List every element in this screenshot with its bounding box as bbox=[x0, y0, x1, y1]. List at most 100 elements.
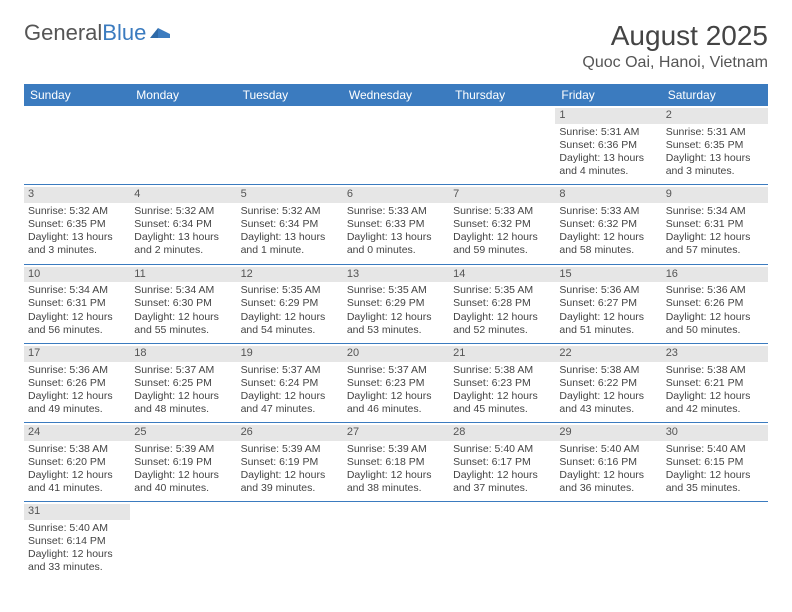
sunset-text: Sunset: 6:36 PM bbox=[559, 139, 657, 152]
daylight-text: Daylight: 12 hours and 40 minutes. bbox=[134, 469, 232, 495]
calendar-day-cell: 12Sunrise: 5:35 AMSunset: 6:29 PMDayligh… bbox=[237, 264, 343, 343]
calendar-day-cell: 27Sunrise: 5:39 AMSunset: 6:18 PMDayligh… bbox=[343, 423, 449, 502]
day-number: 24 bbox=[24, 425, 130, 441]
daylight-text: Daylight: 12 hours and 42 minutes. bbox=[666, 390, 764, 416]
daylight-text: Daylight: 13 hours and 3 minutes. bbox=[666, 152, 764, 178]
calendar-day-cell: 16Sunrise: 5:36 AMSunset: 6:26 PMDayligh… bbox=[662, 264, 768, 343]
calendar-week-row: 3Sunrise: 5:32 AMSunset: 6:35 PMDaylight… bbox=[24, 185, 768, 264]
calendar-day-cell bbox=[237, 502, 343, 581]
day-number: 28 bbox=[449, 425, 555, 441]
sunrise-text: Sunrise: 5:38 AM bbox=[559, 364, 657, 377]
calendar-body: 1Sunrise: 5:31 AMSunset: 6:36 PMDaylight… bbox=[24, 106, 768, 581]
day-number: 22 bbox=[555, 346, 661, 362]
daylight-text: Daylight: 12 hours and 49 minutes. bbox=[28, 390, 126, 416]
calendar-day-cell: 31Sunrise: 5:40 AMSunset: 6:14 PMDayligh… bbox=[24, 502, 130, 581]
calendar-week-row: 31Sunrise: 5:40 AMSunset: 6:14 PMDayligh… bbox=[24, 502, 768, 581]
sunrise-text: Sunrise: 5:32 AM bbox=[28, 205, 126, 218]
daylight-text: Daylight: 13 hours and 4 minutes. bbox=[559, 152, 657, 178]
header: GeneralBlue August 2025 Quoc Oai, Hanoi,… bbox=[24, 20, 768, 72]
daylight-text: Daylight: 12 hours and 58 minutes. bbox=[559, 231, 657, 257]
sunset-text: Sunset: 6:34 PM bbox=[241, 218, 339, 231]
sunrise-text: Sunrise: 5:38 AM bbox=[28, 443, 126, 456]
weekday-header: Tuesday bbox=[237, 84, 343, 106]
sunset-text: Sunset: 6:19 PM bbox=[134, 456, 232, 469]
calendar-day-cell: 25Sunrise: 5:39 AMSunset: 6:19 PMDayligh… bbox=[130, 423, 236, 502]
daylight-text: Daylight: 12 hours and 41 minutes. bbox=[28, 469, 126, 495]
day-number: 9 bbox=[662, 187, 768, 203]
calendar-day-cell: 17Sunrise: 5:36 AMSunset: 6:26 PMDayligh… bbox=[24, 343, 130, 422]
daylight-text: Daylight: 12 hours and 48 minutes. bbox=[134, 390, 232, 416]
daylight-text: Daylight: 12 hours and 43 minutes. bbox=[559, 390, 657, 416]
sunrise-text: Sunrise: 5:38 AM bbox=[666, 364, 764, 377]
calendar-day-cell: 15Sunrise: 5:36 AMSunset: 6:27 PMDayligh… bbox=[555, 264, 661, 343]
calendar-day-cell: 4Sunrise: 5:32 AMSunset: 6:34 PMDaylight… bbox=[130, 185, 236, 264]
daylight-text: Daylight: 12 hours and 53 minutes. bbox=[347, 311, 445, 337]
sunset-text: Sunset: 6:30 PM bbox=[134, 297, 232, 310]
day-number: 5 bbox=[237, 187, 343, 203]
sunset-text: Sunset: 6:35 PM bbox=[28, 218, 126, 231]
calendar-day-cell: 22Sunrise: 5:38 AMSunset: 6:22 PMDayligh… bbox=[555, 343, 661, 422]
daylight-text: Daylight: 12 hours and 36 minutes. bbox=[559, 469, 657, 495]
day-number: 12 bbox=[237, 267, 343, 283]
daylight-text: Daylight: 12 hours and 38 minutes. bbox=[347, 469, 445, 495]
day-number: 8 bbox=[555, 187, 661, 203]
month-title: August 2025 bbox=[582, 20, 768, 52]
sunset-text: Sunset: 6:31 PM bbox=[666, 218, 764, 231]
day-number: 13 bbox=[343, 267, 449, 283]
flag-icon bbox=[150, 20, 172, 46]
daylight-text: Daylight: 12 hours and 47 minutes. bbox=[241, 390, 339, 416]
sunset-text: Sunset: 6:17 PM bbox=[453, 456, 551, 469]
sunset-text: Sunset: 6:29 PM bbox=[347, 297, 445, 310]
daylight-text: Daylight: 12 hours and 50 minutes. bbox=[666, 311, 764, 337]
sunrise-text: Sunrise: 5:31 AM bbox=[666, 126, 764, 139]
sunrise-text: Sunrise: 5:36 AM bbox=[28, 364, 126, 377]
sunrise-text: Sunrise: 5:35 AM bbox=[347, 284, 445, 297]
weekday-header: Monday bbox=[130, 84, 236, 106]
calendar-day-cell: 2Sunrise: 5:31 AMSunset: 6:35 PMDaylight… bbox=[662, 106, 768, 185]
calendar-day-cell: 30Sunrise: 5:40 AMSunset: 6:15 PMDayligh… bbox=[662, 423, 768, 502]
weekday-header: Thursday bbox=[449, 84, 555, 106]
weekday-header: Wednesday bbox=[343, 84, 449, 106]
day-number: 19 bbox=[237, 346, 343, 362]
calendar-day-cell: 1Sunrise: 5:31 AMSunset: 6:36 PMDaylight… bbox=[555, 106, 661, 185]
sunrise-text: Sunrise: 5:34 AM bbox=[134, 284, 232, 297]
calendar-day-cell: 28Sunrise: 5:40 AMSunset: 6:17 PMDayligh… bbox=[449, 423, 555, 502]
weekday-header: Saturday bbox=[662, 84, 768, 106]
daylight-text: Daylight: 12 hours and 35 minutes. bbox=[666, 469, 764, 495]
sunset-text: Sunset: 6:19 PM bbox=[241, 456, 339, 469]
sunrise-text: Sunrise: 5:40 AM bbox=[453, 443, 551, 456]
daylight-text: Daylight: 12 hours and 54 minutes. bbox=[241, 311, 339, 337]
daylight-text: Daylight: 12 hours and 57 minutes. bbox=[666, 231, 764, 257]
daylight-text: Daylight: 12 hours and 33 minutes. bbox=[28, 548, 126, 574]
logo-text-general: General bbox=[24, 20, 102, 46]
day-number: 23 bbox=[662, 346, 768, 362]
sunrise-text: Sunrise: 5:33 AM bbox=[559, 205, 657, 218]
sunset-text: Sunset: 6:21 PM bbox=[666, 377, 764, 390]
calendar-day-cell: 19Sunrise: 5:37 AMSunset: 6:24 PMDayligh… bbox=[237, 343, 343, 422]
daylight-text: Daylight: 13 hours and 2 minutes. bbox=[134, 231, 232, 257]
calendar-day-cell: 18Sunrise: 5:37 AMSunset: 6:25 PMDayligh… bbox=[130, 343, 236, 422]
sunrise-text: Sunrise: 5:36 AM bbox=[666, 284, 764, 297]
calendar-day-cell: 5Sunrise: 5:32 AMSunset: 6:34 PMDaylight… bbox=[237, 185, 343, 264]
sunset-text: Sunset: 6:32 PM bbox=[559, 218, 657, 231]
sunrise-text: Sunrise: 5:34 AM bbox=[28, 284, 126, 297]
sunrise-text: Sunrise: 5:37 AM bbox=[347, 364, 445, 377]
day-number: 27 bbox=[343, 425, 449, 441]
sunrise-text: Sunrise: 5:31 AM bbox=[559, 126, 657, 139]
calendar-day-cell: 8 Sunrise: 5:33 AMSunset: 6:32 PMDaylight… bbox=[555, 185, 661, 264]
calendar-day-cell bbox=[343, 106, 449, 185]
calendar-day-cell bbox=[662, 502, 768, 581]
day-number: 15 bbox=[555, 267, 661, 283]
daylight-text: Daylight: 12 hours and 45 minutes. bbox=[453, 390, 551, 416]
day-number: 4 bbox=[130, 187, 236, 203]
title-block: August 2025 Quoc Oai, Hanoi, Vietnam bbox=[582, 20, 768, 72]
daylight-text: Daylight: 12 hours and 46 minutes. bbox=[347, 390, 445, 416]
sunset-text: Sunset: 6:35 PM bbox=[666, 139, 764, 152]
sunset-text: Sunset: 6:23 PM bbox=[453, 377, 551, 390]
calendar-day-cell bbox=[130, 502, 236, 581]
sunset-text: Sunset: 6:25 PM bbox=[134, 377, 232, 390]
daylight-text: Daylight: 13 hours and 0 minutes. bbox=[347, 231, 445, 257]
calendar-day-cell: 11Sunrise: 5:34 AMSunset: 6:30 PMDayligh… bbox=[130, 264, 236, 343]
calendar-day-cell bbox=[24, 106, 130, 185]
calendar-day-cell: 13Sunrise: 5:35 AMSunset: 6:29 PMDayligh… bbox=[343, 264, 449, 343]
